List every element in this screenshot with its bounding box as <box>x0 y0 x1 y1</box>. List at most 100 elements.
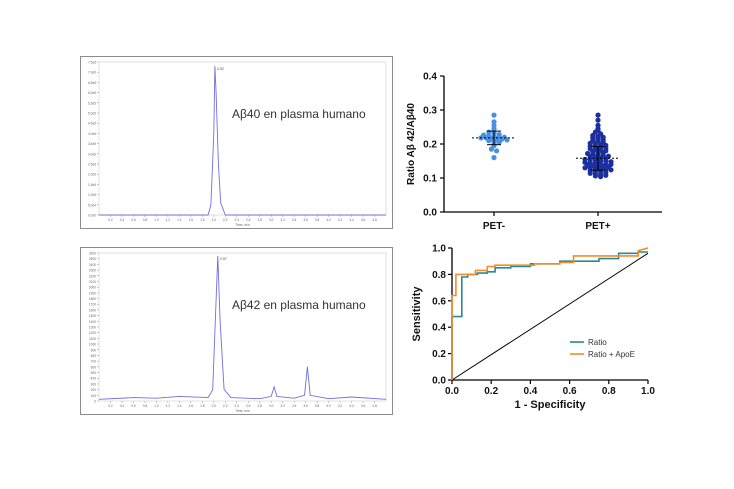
chrom1-annotation: Aβ40 en plasma humano <box>232 107 366 121</box>
chrom2-xtick-label: 3.2 <box>280 404 285 408</box>
roc-series-line <box>451 247 649 380</box>
chrom2-annotation: Aβ42 en plasma humano <box>232 298 366 312</box>
chrom2-xtick-label: 0.8 <box>143 404 148 408</box>
chrom1-ytick-label: 1.0e5 <box>88 193 96 197</box>
chrom1-ytick-label: 6.5e5 <box>88 81 96 85</box>
chrom1-ytick-label: 4.5e5 <box>88 122 96 126</box>
chrom1-xtick-label: 4.6 <box>361 218 366 222</box>
roc-ytick-label: 1.0 <box>432 244 446 255</box>
roc-xtick-label: 0.4 <box>523 386 537 397</box>
scatter-point <box>494 148 500 154</box>
chrom1-xtick-label: 4.0 <box>326 218 331 222</box>
chrom2-xtick-label: 1.6 <box>189 404 194 408</box>
chrom2-ytick-label: 200 <box>91 388 97 392</box>
scatter-point <box>595 122 601 128</box>
chrom2-ytick-label: 2100 <box>89 280 96 284</box>
chrom1-ytick-label: 7.5e5 <box>88 61 96 65</box>
chrom1-trace <box>99 66 386 216</box>
chrom2-xtick-label: 2.8 <box>258 404 263 408</box>
scatter-ytick-label: 0.1 <box>423 174 437 185</box>
roc-legend-label: Ratio <box>588 338 607 347</box>
chrom1-xtick-label: 3.8 <box>315 218 320 222</box>
chrom2-ytick-label: 1700 <box>89 303 96 307</box>
chrom1-ytick-label: 2.0e5 <box>88 173 96 177</box>
chrom1-xtick-label: 3.6 <box>303 218 308 222</box>
ratio-scatter-svg: 0.0 0.1 0.2 0.3 0.4 Ratio Aβ 42/Aβ40 PET- PET+ <box>406 72 662 232</box>
scatter-point <box>501 134 507 140</box>
chrom2-ytick-label: 2300 <box>89 269 96 273</box>
roc-xtick-label: 0.0 <box>445 386 459 397</box>
chrom1-xtick-label: 1.2 <box>166 218 171 222</box>
scatter-xtick-label: PET+ <box>585 221 610 232</box>
chrom2-xtick-label: 3.0 <box>269 404 274 408</box>
chrom2-xtick-label: 0.4 <box>120 404 125 408</box>
chrom1-xtick-label: 2.2 <box>223 218 228 222</box>
chrom2-xtick-label: 0.2 <box>108 404 113 408</box>
chrom1-frame <box>80 56 393 229</box>
scatter-point <box>595 112 601 118</box>
chrom1-xtick-label: 4.2 <box>338 218 343 222</box>
chrom1-ytick-label: 3.5e5 <box>88 142 96 146</box>
chrom2-ytick-label: 2200 <box>89 274 96 278</box>
chromatogram-abeta40-svg: 0.0e0 5.0e4 1.0e5 1.5e5 2.0e5 2.5e5 3.0e5 3.5e5… <box>80 56 393 229</box>
chromatogram-abeta42: 0 100 200 300 400 500 600 700 800 900 1000 1100 1200… <box>80 247 393 415</box>
chrom2-ytick-label: 800 <box>91 354 97 358</box>
scatter-point <box>585 150 591 157</box>
scatter-point <box>486 129 492 135</box>
chrom1-xtick-label: 2.8 <box>258 218 263 222</box>
scatter-ytick-label: 0.0 <box>423 208 437 219</box>
chrom1-xtick-label: 3.0 <box>269 218 274 222</box>
roc-curve-svg: 0.0 0.2 0.4 0.6 0.8 1.0 0.0 0.2 0.4 0.6 0.8 1.0 1 - … <box>411 244 655 412</box>
roc-ylabel: Sensitivity <box>411 286 423 342</box>
scatter-point <box>608 159 614 165</box>
roc-series-line <box>451 251 648 380</box>
chrom2-ytick-label: 400 <box>91 377 97 381</box>
chrom2-xtick-label: 4.8 <box>372 404 377 408</box>
chrom1-xtick-label: 3.4 <box>292 218 297 222</box>
chrom2-xtick-label: 3.4 <box>292 404 297 408</box>
chrom1-xtick-label: 0.2 <box>108 218 113 222</box>
chrom2-xlabel: Time, min <box>235 409 250 413</box>
chrom2-xtick-label: 4.4 <box>349 404 354 408</box>
chrom2-ytick-label: 600 <box>91 365 97 369</box>
chrom1-xtick-label: 4.4 <box>349 218 354 222</box>
chrom1-ytick-label: 2.5e5 <box>88 163 96 167</box>
chrom2-ytick-label: 1100 <box>89 337 96 341</box>
roc-xtick-label: 0.2 <box>484 386 498 397</box>
roc-legend-label: Ratio + ApoE <box>588 350 635 359</box>
roc-xtick-label: 0.6 <box>563 386 577 397</box>
scatter-xtick-label: PET- <box>483 221 505 232</box>
chrom2-ytick-label: 700 <box>91 360 97 364</box>
chrom1-xtick-label: 3.2 <box>280 218 285 222</box>
chrom1-xtick-label: 1.6 <box>189 218 194 222</box>
chrom1-xtick-label: 2.0 <box>212 218 217 222</box>
chrom2-ytick-label: 100 <box>91 394 97 398</box>
scatter-ytick-label: 0.2 <box>423 140 437 151</box>
roc-ytick-label: 0.2 <box>432 349 446 360</box>
chrom2-ytick-label: 1200 <box>89 331 96 335</box>
chrom2-xtick-label: 4.6 <box>361 404 366 408</box>
chrom1-xtick-label: 0.8 <box>143 218 148 222</box>
roc-xtick-label: 0.8 <box>602 386 616 397</box>
scatter-point <box>595 117 601 123</box>
chrom2-ytick-label: 500 <box>91 371 97 375</box>
chrom2-ytick-label: 900 <box>91 348 97 352</box>
chrom2-xtick-label: 1.8 <box>200 404 205 408</box>
chrom1-xtick-label: 1.8 <box>200 218 205 222</box>
chrom2-ytick-label: 1800 <box>89 297 96 301</box>
chrom1-ytick-label: 6.0e5 <box>88 91 96 95</box>
chromatogram-abeta40: 0.0e0 5.0e4 1.0e5 1.5e5 2.0e5 2.5e5 3.0e5 3.5e5… <box>80 56 393 229</box>
chrom2-ytick-label: 2000 <box>89 286 96 290</box>
chrom2-xtick-label: 4.2 <box>338 404 343 408</box>
chrom2-xtick-label: 2.6 <box>246 404 251 408</box>
chrom2-ytick-label: 1300 <box>89 326 96 330</box>
chrom2-peak-label: 2.07 <box>220 257 227 261</box>
chrom2-xtick-label: 4.0 <box>326 404 331 408</box>
scatter-point <box>491 155 497 161</box>
chrom1-xtick-label: 0.4 <box>120 218 125 222</box>
scatter-ylabel: Ratio Aβ 42/Aβ40 <box>406 103 417 185</box>
roc-ytick-label: 0.4 <box>432 323 446 334</box>
scatter-point <box>605 153 611 159</box>
chrom2-xtick-label: 0.6 <box>131 404 136 408</box>
